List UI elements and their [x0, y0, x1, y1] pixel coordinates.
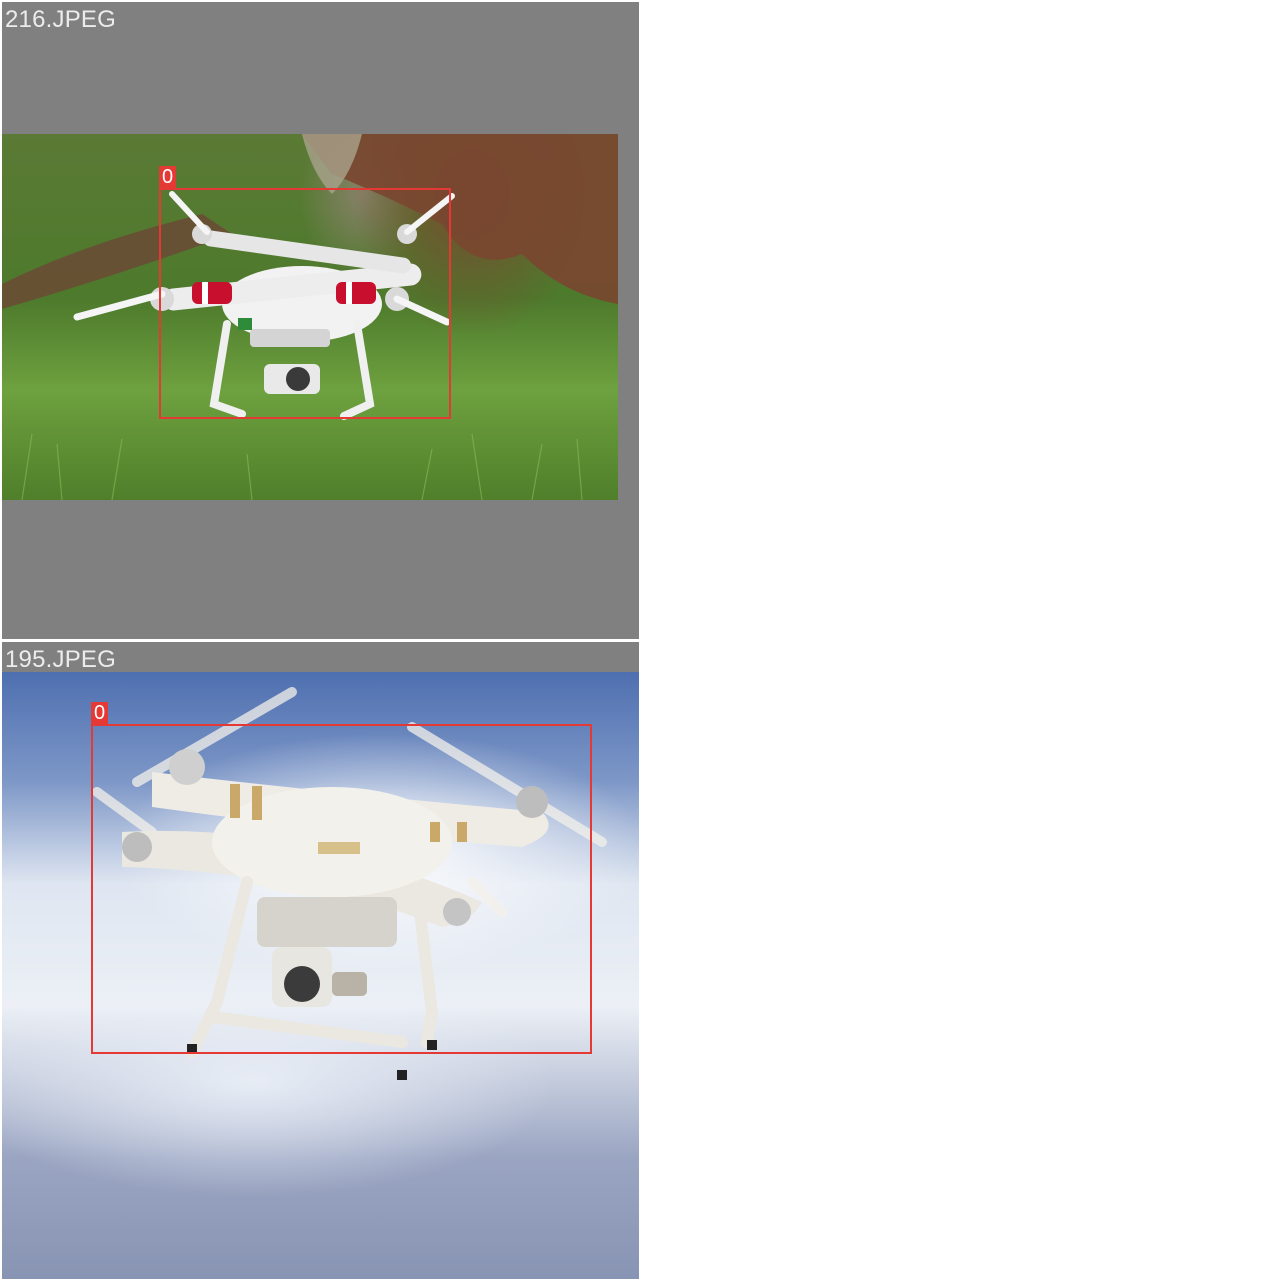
drone-on-grass-illustration [2, 134, 618, 500]
drone-in-sky-illustration [92, 687, 607, 1080]
detection-label: 0 [159, 166, 177, 188]
image-tile-216: 216.JPEG [2, 2, 639, 639]
image-filename: 216.JPEG [5, 6, 116, 33]
drone-photo-sky [2, 672, 639, 1279]
image-tile-195: 195.JPEG [2, 642, 639, 1279]
image-filename: 195.JPEG [5, 646, 116, 673]
detection-box [91, 724, 592, 1054]
drone-photo-grass [2, 134, 618, 500]
detection-label: 0 [91, 702, 109, 724]
detection-box [159, 188, 451, 419]
